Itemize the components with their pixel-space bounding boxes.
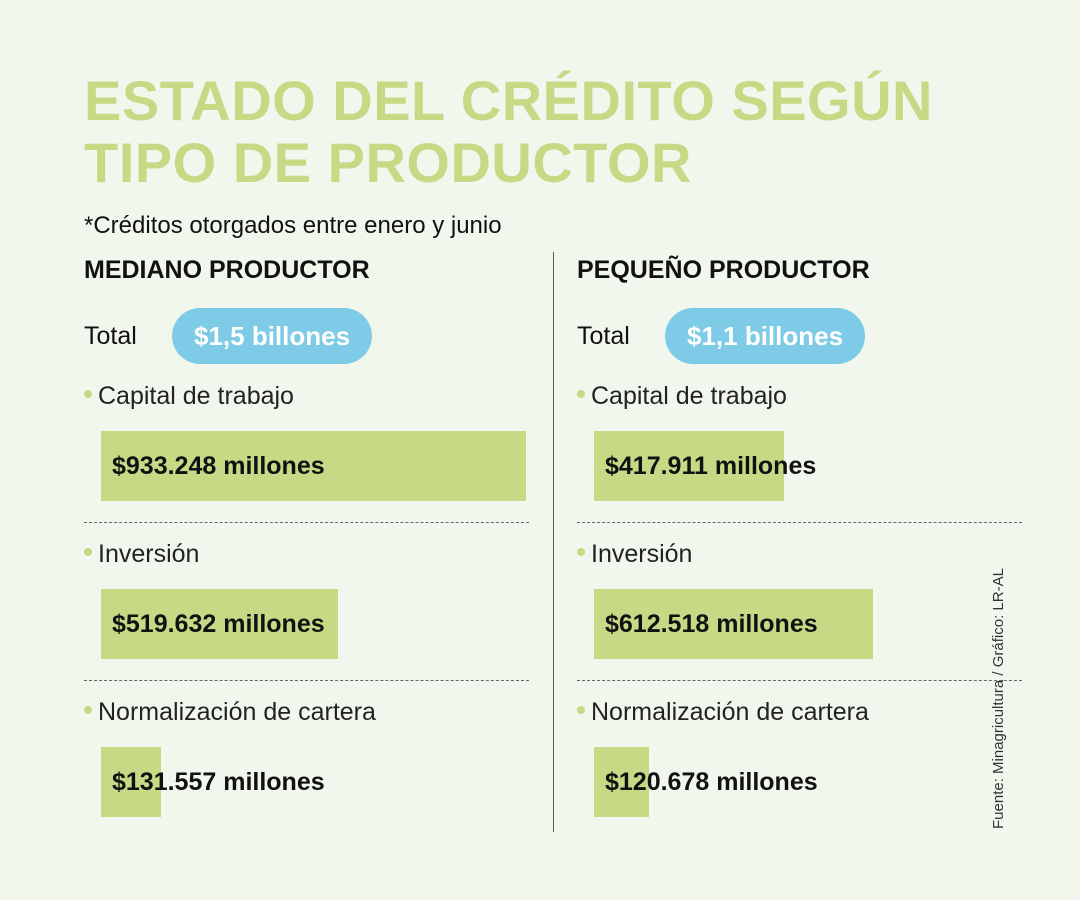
dashed-separator xyxy=(84,522,529,523)
item-label: Inversión xyxy=(577,540,692,569)
bullet-icon xyxy=(577,706,585,715)
item-label-text: Inversión xyxy=(98,540,200,568)
column-mediano-productor: MEDIANO PRODUCTOR Total $1,5 billones Ca… xyxy=(84,256,534,836)
column-title: MEDIANO PRODUCTOR xyxy=(84,256,370,284)
item-label: Capital de trabajo xyxy=(84,382,294,411)
bar xyxy=(594,431,785,501)
bullet-icon xyxy=(577,548,585,557)
total-badge: $1,1 billones xyxy=(665,308,866,364)
total-label: Total xyxy=(577,322,630,350)
bullet-icon xyxy=(577,390,585,399)
bullet-icon xyxy=(84,706,92,715)
bar xyxy=(101,431,526,501)
bar-value-label: $417.911 millones xyxy=(605,452,817,480)
dashed-separator xyxy=(577,522,1022,523)
dashed-separator xyxy=(84,680,529,681)
bar xyxy=(101,589,338,659)
bar-track: $519.632 millones xyxy=(101,589,526,659)
bar xyxy=(101,747,161,817)
dashed-separator xyxy=(577,680,1022,681)
total-label: Total xyxy=(84,322,137,350)
bar-value-label: $519.632 millones xyxy=(112,610,325,638)
bar-track: $417.911 millones xyxy=(594,431,1019,501)
total-badge: $1,5 billones xyxy=(172,308,373,364)
chart-title: ESTADO DEL CRÉDITO SEGÚN TIPO DE PRODUCT… xyxy=(84,69,933,194)
bar xyxy=(594,747,649,817)
bar-value-label: $131.557 millones xyxy=(112,768,325,796)
item-label-text: Capital de trabajo xyxy=(591,382,787,410)
column-title: PEQUEÑO PRODUCTOR xyxy=(577,256,870,284)
bar-track: $120.678 millones xyxy=(594,747,1019,817)
item-label-text: Inversión xyxy=(591,540,693,568)
bar-value-label: $612.518 millones xyxy=(605,610,818,638)
item-label: Inversión xyxy=(84,540,199,569)
item-label-text: Capital de trabajo xyxy=(98,382,294,410)
bar xyxy=(594,589,873,659)
bar-value-label: $120.678 millones xyxy=(605,768,818,796)
item-label: Capital de trabajo xyxy=(577,382,787,411)
bullet-icon xyxy=(84,390,92,399)
bar-track: $933.248 millones xyxy=(101,431,526,501)
item-label: Normalización de cartera xyxy=(577,698,869,727)
item-label-text: Normalización de cartera xyxy=(591,698,869,726)
item-label: Normalización de cartera xyxy=(84,698,376,727)
column-pequeno-productor: PEQUEÑO PRODUCTOR Total $1,1 billones Ca… xyxy=(577,256,1027,836)
bar-track: $131.557 millones xyxy=(101,747,526,817)
bullet-icon xyxy=(84,548,92,557)
bar-track: $612.518 millones xyxy=(594,589,1019,659)
chart-subtitle: *Créditos otorgados entre enero y junio xyxy=(84,212,502,239)
column-divider xyxy=(553,252,554,832)
item-label-text: Normalización de cartera xyxy=(98,698,376,726)
source-credit: Fuente: Minagricultura / Gráfico: LR-AL xyxy=(990,568,1007,829)
bar-value-label: $933.248 millones xyxy=(112,452,325,480)
